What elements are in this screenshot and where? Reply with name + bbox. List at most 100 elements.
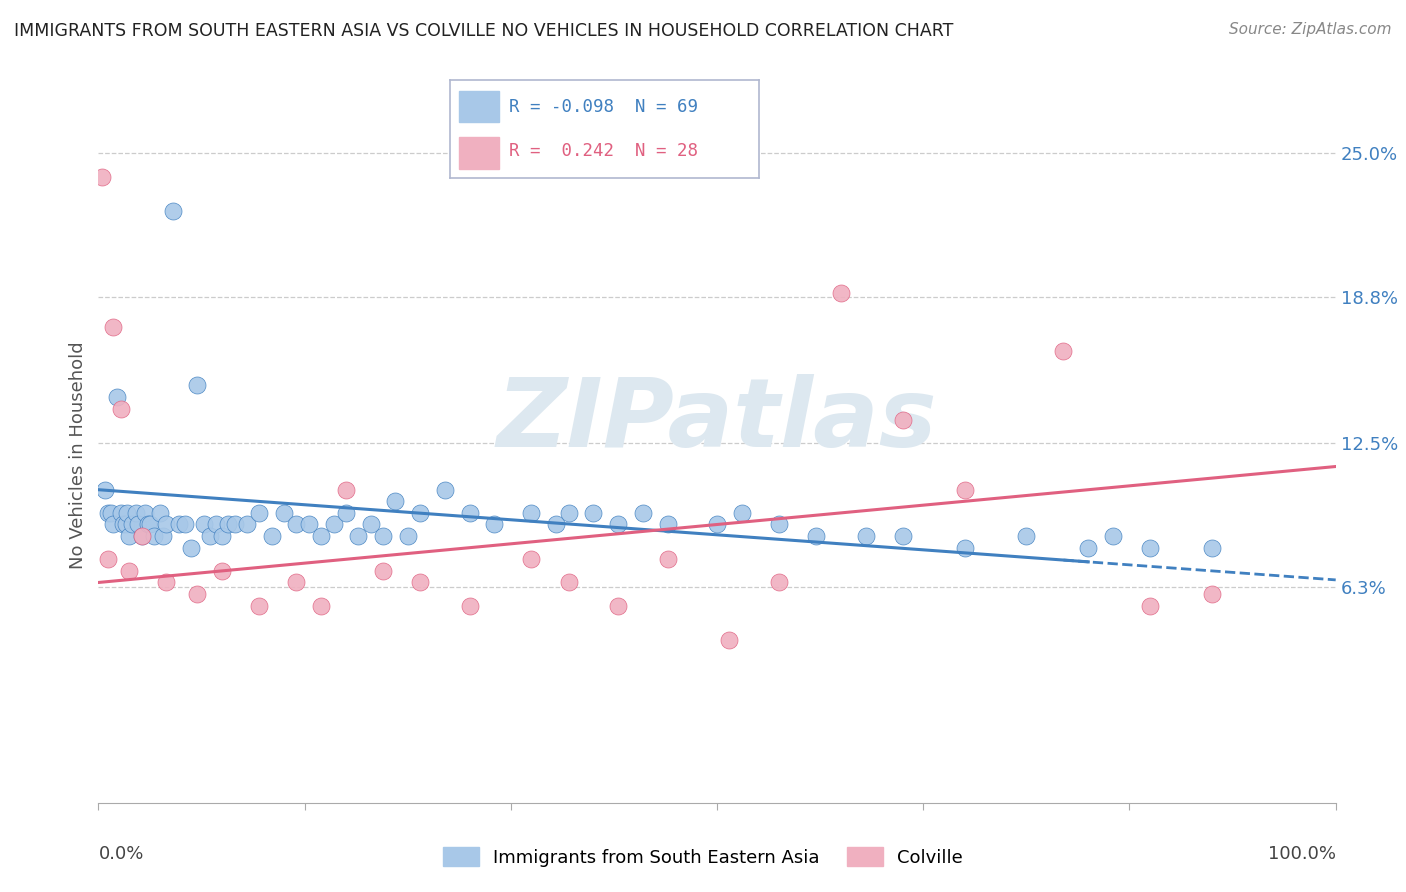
Point bbox=[105, 390, 128, 404]
Point bbox=[557, 506, 579, 520]
Point bbox=[162, 204, 184, 219]
Point bbox=[186, 587, 208, 601]
Point bbox=[167, 517, 190, 532]
Point bbox=[520, 506, 543, 520]
Point bbox=[121, 517, 143, 532]
Point bbox=[657, 517, 679, 532]
Point bbox=[484, 517, 506, 532]
Point bbox=[155, 575, 177, 590]
Bar bbox=[460, 137, 499, 169]
Point bbox=[718, 633, 741, 648]
Point bbox=[103, 320, 125, 334]
Text: 0.0%: 0.0% bbox=[98, 845, 143, 863]
Point bbox=[298, 517, 321, 532]
Point bbox=[458, 599, 481, 613]
Point bbox=[205, 517, 228, 532]
Point bbox=[1201, 587, 1223, 601]
Point bbox=[247, 506, 270, 520]
Text: R = -0.098  N = 69: R = -0.098 N = 69 bbox=[509, 98, 697, 116]
Point bbox=[127, 517, 149, 532]
Point bbox=[198, 529, 221, 543]
Text: IMMIGRANTS FROM SOUTH EASTERN ASIA VS COLVILLE NO VEHICLES IN HOUSEHOLD CORRELAT: IMMIGRANTS FROM SOUTH EASTERN ASIA VS CO… bbox=[14, 22, 953, 40]
Point bbox=[458, 506, 481, 520]
Point bbox=[768, 517, 790, 532]
Point bbox=[607, 517, 630, 532]
Point bbox=[91, 169, 114, 184]
Point bbox=[520, 552, 543, 566]
Point bbox=[607, 599, 630, 613]
Point bbox=[118, 529, 141, 543]
Point bbox=[115, 506, 138, 520]
Point bbox=[143, 529, 166, 543]
Point bbox=[103, 517, 125, 532]
Point bbox=[260, 529, 283, 543]
Point bbox=[155, 517, 177, 532]
Point bbox=[384, 494, 406, 508]
Point bbox=[131, 529, 153, 543]
Point bbox=[891, 529, 914, 543]
Text: ZIPatlas: ZIPatlas bbox=[496, 374, 938, 467]
Point bbox=[830, 285, 852, 300]
Point bbox=[273, 506, 295, 520]
Point bbox=[174, 517, 197, 532]
Point bbox=[804, 529, 827, 543]
Point bbox=[110, 401, 132, 416]
Point bbox=[97, 552, 120, 566]
Point bbox=[706, 517, 728, 532]
Point bbox=[657, 552, 679, 566]
Point bbox=[139, 517, 162, 532]
Point bbox=[112, 517, 135, 532]
Point bbox=[124, 506, 146, 520]
Point bbox=[1077, 541, 1099, 555]
Point bbox=[93, 483, 115, 497]
Point bbox=[285, 517, 308, 532]
Point bbox=[557, 575, 579, 590]
Point bbox=[110, 506, 132, 520]
Point bbox=[309, 529, 332, 543]
Point bbox=[731, 506, 754, 520]
Point bbox=[371, 529, 394, 543]
Point bbox=[236, 517, 259, 532]
Point bbox=[97, 506, 120, 520]
Point bbox=[891, 413, 914, 427]
Point bbox=[953, 483, 976, 497]
Point bbox=[152, 529, 174, 543]
Point bbox=[396, 529, 419, 543]
Point bbox=[149, 506, 172, 520]
Point bbox=[322, 517, 344, 532]
Text: 100.0%: 100.0% bbox=[1268, 845, 1336, 863]
Point bbox=[134, 506, 156, 520]
Point bbox=[1102, 529, 1125, 543]
Point bbox=[347, 529, 370, 543]
Text: R =  0.242  N = 28: R = 0.242 N = 28 bbox=[509, 142, 697, 160]
Point bbox=[180, 541, 202, 555]
Point bbox=[409, 506, 432, 520]
Point bbox=[409, 575, 432, 590]
Point bbox=[114, 517, 136, 532]
Point bbox=[211, 529, 233, 543]
Point bbox=[1015, 529, 1038, 543]
Bar bbox=[460, 91, 499, 122]
Point bbox=[371, 564, 394, 578]
Point bbox=[546, 517, 568, 532]
Point bbox=[433, 483, 456, 497]
Point bbox=[186, 378, 208, 392]
Point bbox=[193, 517, 215, 532]
Text: Source: ZipAtlas.com: Source: ZipAtlas.com bbox=[1229, 22, 1392, 37]
Point bbox=[953, 541, 976, 555]
Y-axis label: No Vehicles in Household: No Vehicles in Household bbox=[69, 341, 87, 569]
Point bbox=[217, 517, 239, 532]
Point bbox=[631, 506, 654, 520]
Point bbox=[335, 506, 357, 520]
Point bbox=[131, 529, 153, 543]
Point bbox=[247, 599, 270, 613]
Point bbox=[1201, 541, 1223, 555]
Point bbox=[211, 564, 233, 578]
Legend: Immigrants from South Eastern Asia, Colville: Immigrants from South Eastern Asia, Colv… bbox=[436, 840, 970, 874]
Point bbox=[224, 517, 246, 532]
Point bbox=[136, 517, 159, 532]
Point bbox=[285, 575, 308, 590]
Point bbox=[855, 529, 877, 543]
Point bbox=[118, 564, 141, 578]
Point bbox=[309, 599, 332, 613]
